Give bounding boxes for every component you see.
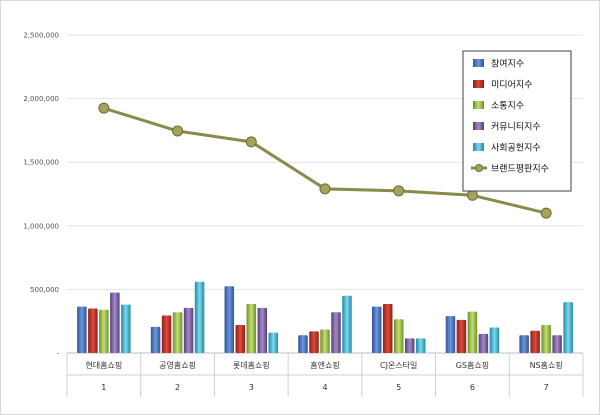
rank-label: 5 — [396, 383, 401, 392]
bar — [235, 325, 246, 353]
x-axis: 현대홈쇼핑 1 공영홈쇼핑 2 롯데홈쇼핑 3 홈앤쇼핑 4 CJ온스타일 5 GS홈쇼핑 6 NS홈쇼… — [66, 352, 584, 397]
bar — [445, 316, 456, 353]
bar — [563, 302, 573, 353]
category-label: NS홈쇼핑 — [530, 360, 563, 370]
y-tick-label: 2,500,000 — [23, 32, 59, 40]
line-point — [540, 207, 552, 219]
bar — [519, 335, 529, 353]
category-label: 공영홈쇼핑 — [159, 360, 196, 370]
bar — [342, 295, 352, 353]
bar — [99, 309, 109, 353]
bar-series — [77, 281, 573, 353]
bar — [121, 304, 131, 353]
bar — [110, 292, 120, 353]
line-point — [172, 125, 184, 137]
line-point — [393, 185, 405, 197]
rank-label: 3 — [249, 383, 254, 392]
bar — [489, 327, 500, 353]
legend-swatch — [473, 143, 484, 151]
category-label: GS홈쇼핑 — [456, 360, 489, 370]
legend-label: 참여지수 — [491, 58, 524, 70]
y-axis: - 500,000 1,000,000 1,500,000 2,000,000 2,500… — [23, 32, 59, 358]
line-point — [466, 189, 478, 201]
legend-swatch — [473, 101, 484, 109]
bar — [382, 304, 393, 353]
legend-label: 사회공헌지수 — [491, 143, 541, 154]
y-tick-label: 500,000 — [30, 286, 59, 294]
line-point — [245, 136, 257, 148]
rank-label: 6 — [470, 383, 475, 392]
bar — [246, 304, 257, 353]
legend-label: 소통지수 — [491, 101, 524, 112]
y-tick-label: 1,500,000 — [23, 159, 59, 167]
bar — [371, 306, 382, 353]
legend-label: 미디어지수 — [491, 80, 532, 91]
bar — [161, 315, 172, 353]
legend-swatch — [473, 59, 484, 67]
bar — [415, 338, 426, 353]
bar — [298, 335, 308, 353]
bar — [393, 319, 404, 353]
legend-swatch — [473, 122, 484, 130]
rank-label: 4 — [322, 383, 327, 392]
line-point — [319, 183, 331, 195]
legend-marker — [475, 164, 483, 172]
rank-label: 2 — [175, 383, 180, 392]
category-label: CJ온스타일 — [380, 361, 417, 370]
legend-label: 브랜드평판지수 — [491, 164, 549, 175]
bar — [150, 326, 161, 353]
rank-label: 7 — [544, 383, 549, 392]
y-tick-label: - — [56, 350, 59, 358]
bar — [404, 338, 415, 353]
bar — [331, 312, 341, 353]
bar — [467, 311, 478, 353]
rank-label: 1 — [101, 383, 106, 392]
bar — [172, 312, 183, 353]
bar — [552, 335, 562, 353]
line-series — [98, 102, 552, 219]
category-label: 현대홈쇼핑 — [85, 360, 122, 370]
bar — [224, 286, 235, 353]
y-tick-label: 1,000,000 — [23, 222, 59, 230]
bar — [88, 308, 98, 353]
line-point — [98, 102, 110, 114]
bar — [77, 306, 87, 353]
category-label: 롯데홈쇼핑 — [233, 360, 270, 370]
bar — [183, 307, 194, 353]
category-label: 홈앤쇼핑 — [310, 360, 339, 370]
bar — [541, 325, 551, 353]
bar — [268, 332, 279, 353]
bar — [478, 333, 489, 353]
bar — [309, 331, 319, 353]
bar — [456, 319, 467, 353]
bar — [530, 330, 540, 353]
bar — [320, 329, 330, 353]
legend-label: 커뮤니티지수 — [491, 122, 541, 133]
y-tick-label: 2,000,000 — [23, 95, 59, 103]
bar — [257, 307, 268, 353]
legend-swatch — [473, 80, 484, 88]
bar — [194, 281, 205, 353]
